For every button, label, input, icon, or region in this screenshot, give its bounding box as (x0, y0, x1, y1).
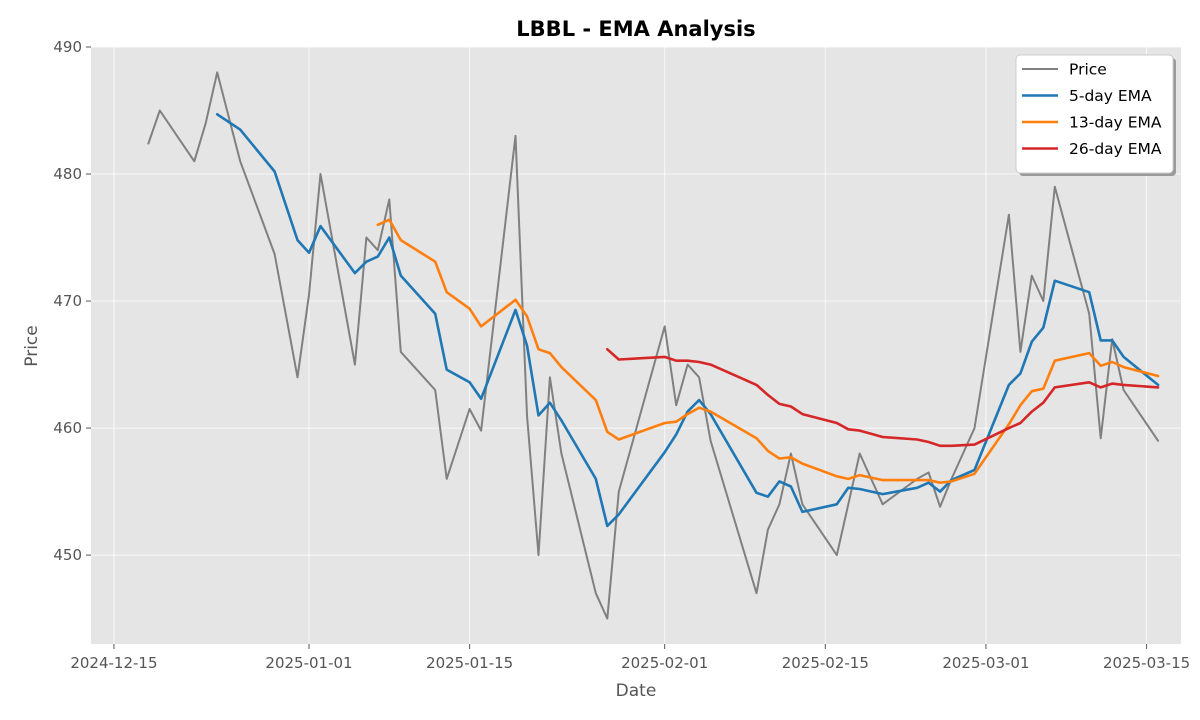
x-tick-label: 2025-02-15 (782, 654, 869, 672)
series-line-price (147, 71, 1160, 620)
x-tick-label: 2025-03-01 (942, 654, 1029, 672)
legend-label-5-day-ema: 5-day EMA (1069, 87, 1152, 105)
plot-background (91, 47, 1181, 644)
y-tick-label: 480 (53, 165, 82, 183)
x-tick-label: 2025-02-01 (621, 654, 708, 672)
series-line-13-day-ema (376, 218, 1160, 485)
y-tick-label: 460 (53, 419, 82, 437)
x-tick-label: 2024-12-15 (70, 654, 157, 672)
series-layer (147, 71, 1160, 620)
legend: Price 5-day EMA 13-day EMA 26-day EMA (1015, 54, 1176, 176)
axis-ticks: 2024-12-15 2025-01-01 2025-01-15 2025-02-01… (53, 38, 1190, 672)
legend-label-price: Price (1069, 61, 1107, 79)
series-line-5-day-ema (215, 113, 1160, 528)
x-tick-label: 2025-03-15 (1103, 654, 1190, 672)
legend-box (1015, 54, 1174, 174)
chart-title: LBBL - EMA Analysis (516, 17, 755, 41)
legend-label-26-day-ema: 26-day EMA (1069, 140, 1162, 158)
x-axis-label: Date (616, 681, 657, 701)
y-tick-label: 470 (53, 292, 82, 310)
y-tick-label: 450 (53, 546, 82, 564)
legend-label-13-day-ema: 13-day EMA (1069, 114, 1162, 132)
series-line-26-day-ema (605, 347, 1160, 448)
y-axis-label: Price (22, 325, 42, 366)
x-tick-label: 2025-01-01 (265, 654, 352, 672)
x-tick-label: 2025-01-15 (426, 654, 513, 672)
y-tick-label: 490 (53, 38, 82, 56)
grid (91, 46, 1181, 644)
